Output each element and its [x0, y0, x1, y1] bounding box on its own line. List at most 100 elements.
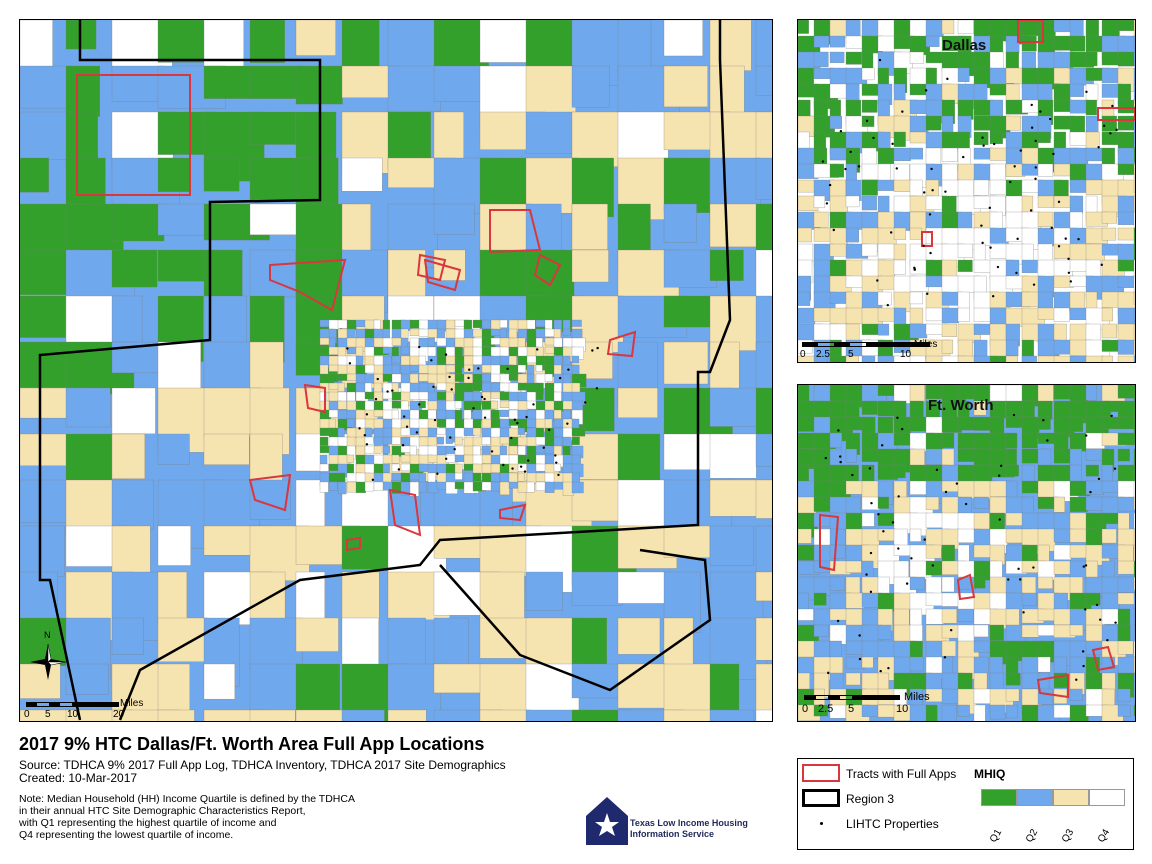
lihtc-property-point	[430, 359, 433, 362]
q3-label: Q3	[1060, 827, 1077, 845]
full-app-tract	[416, 253, 447, 282]
lihtc-property-point	[363, 434, 367, 437]
census-tract	[364, 454, 374, 465]
lihtc-property-point	[827, 671, 830, 675]
census-tract	[813, 307, 831, 322]
census-tract	[203, 65, 252, 99]
lihtc-property-point	[981, 136, 984, 139]
census-tract	[973, 576, 986, 589]
census-tract	[813, 51, 829, 68]
census-tract	[20, 65, 74, 109]
census-tract	[893, 243, 907, 260]
census-tract	[1117, 385, 1135, 399]
census-tract	[941, 147, 958, 162]
region-3-boundary	[118, 20, 732, 721]
census-tract	[409, 337, 419, 348]
full-app-tract	[489, 209, 542, 254]
census-tract	[909, 355, 926, 362]
legend-region-label: Region 3	[846, 792, 895, 806]
census-tract	[249, 65, 302, 99]
census-tract	[925, 115, 942, 131]
census-tract	[813, 211, 829, 228]
census-tract	[571, 203, 608, 250]
census-tract	[755, 295, 772, 351]
census-tract	[1133, 163, 1135, 179]
legend-tracts-label: Tracts with Full Apps	[846, 767, 957, 781]
census-tract	[1133, 704, 1135, 717]
census-tract	[941, 20, 955, 35]
census-tract	[877, 323, 890, 336]
census-tract	[1117, 624, 1131, 642]
census-tract	[249, 111, 297, 145]
census-tract	[1133, 624, 1135, 647]
census-tract	[526, 364, 535, 375]
lihtc-property-point	[869, 551, 873, 555]
census-tract	[1133, 432, 1135, 445]
lihtc-point-swatch	[820, 822, 823, 825]
census-tract	[909, 131, 928, 144]
census-tract	[249, 20, 285, 63]
census-tract	[909, 528, 922, 542]
lihtc-property-point	[1032, 283, 1036, 286]
census-tract	[973, 339, 988, 359]
census-tract	[909, 51, 924, 64]
census-tract	[989, 416, 1005, 436]
lihtc-property-point	[1102, 124, 1106, 128]
lihtc-property-point	[1085, 90, 1088, 94]
census-tract	[346, 319, 357, 330]
census-tract	[1005, 464, 1019, 477]
census-tract	[499, 445, 507, 456]
census-tract	[355, 445, 366, 457]
census-tract	[1069, 195, 1084, 214]
census-tract	[1133, 416, 1135, 438]
census-tract	[1133, 576, 1135, 591]
q2-label: Q2	[1024, 827, 1041, 845]
census-tract	[861, 528, 880, 546]
census-tract	[755, 157, 772, 200]
lihtc-property-point	[418, 403, 421, 406]
census-tract	[709, 709, 755, 721]
lihtc-property-point	[929, 251, 932, 255]
lihtc-property-point	[506, 367, 509, 371]
census-tract	[755, 525, 772, 584]
note-line: Q4 representing the lowest quartile of i…	[19, 829, 234, 841]
census-tract	[436, 481, 447, 490]
census-tract	[893, 464, 906, 479]
lihtc-property-point	[376, 377, 379, 381]
lihtc-property-point	[1115, 128, 1118, 132]
census-tract	[1069, 416, 1084, 432]
full-app-tract	[248, 473, 292, 512]
census-tract	[798, 672, 810, 691]
census-tract	[445, 418, 456, 430]
census-tract	[445, 364, 456, 373]
census-tract	[1069, 83, 1084, 97]
lihtc-property-point	[348, 362, 352, 365]
census-tract	[1053, 704, 1072, 718]
census-tract	[925, 20, 944, 37]
census-tract	[941, 544, 955, 564]
census-tract	[1085, 99, 1097, 116]
census-tract	[861, 195, 877, 211]
lihtc-property-point	[591, 349, 594, 352]
census-tract	[1133, 400, 1135, 421]
lihtc-property-point	[558, 376, 562, 380]
census-tract	[1053, 339, 1072, 355]
q1-swatch	[981, 789, 1017, 806]
census-tract	[1133, 147, 1135, 163]
lihtc-property-point	[964, 502, 968, 506]
census-tract	[798, 592, 809, 612]
lihtc-property-point	[962, 155, 965, 159]
fort-worth-scale-tick: 2.5	[818, 703, 834, 715]
lihtc-property-point	[849, 150, 852, 154]
main-map-canvas	[20, 20, 772, 721]
lihtc-property-point	[433, 418, 437, 422]
census-tract	[845, 51, 862, 65]
census-tract	[364, 436, 374, 445]
census-tract	[341, 157, 383, 192]
census-tract	[373, 445, 383, 454]
census-tract	[433, 709, 503, 721]
census-tract	[798, 464, 809, 483]
census-tract	[1117, 163, 1135, 175]
census-tract	[1101, 211, 1117, 224]
census-tract	[328, 481, 338, 491]
